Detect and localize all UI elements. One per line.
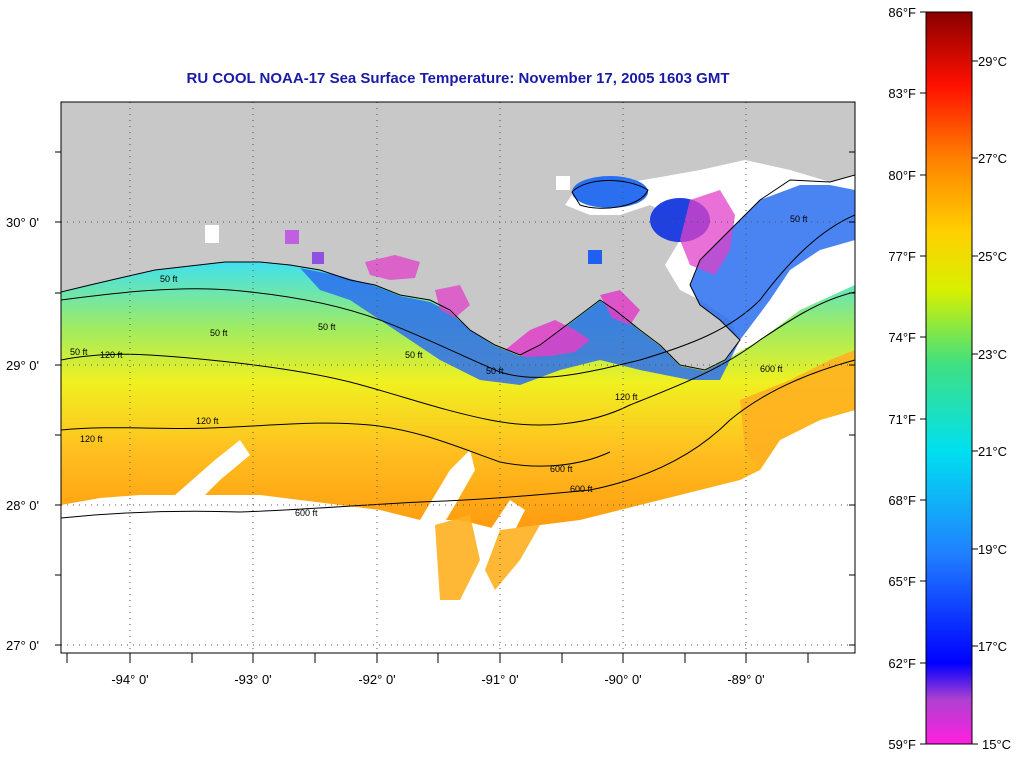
colorbar-c-label: 15°C [982,737,1011,752]
lat-label: 28° 0' [6,498,39,513]
missing-data-streak [175,440,250,500]
colorbar-f-label: 71°F [888,412,916,427]
colorbar-c-label: 17°C [978,639,1007,654]
lake-pixel-2 [312,252,324,264]
lake-pixel [285,230,299,244]
colorbar-c-label: 21°C [978,444,1007,459]
colorbar-f-label: 74°F [888,330,916,345]
colorbar-f-label: 80°F [888,168,916,183]
contour-label: 600 ft [570,484,593,494]
colorbar [925,11,973,745]
colorbar-c-label: 29°C [978,54,1007,69]
lat-label: 29° 0' [6,358,39,373]
colorbar-c-label: 19°C [978,542,1007,557]
cold-marsh-area-5 [435,285,470,318]
data-layer [61,102,855,600]
map-title: RU COOL NOAA-17 Sea Surface Temperature:… [186,70,730,87]
warm-plume-3 [740,350,855,470]
contour-label: 120 ft [100,350,123,360]
x-axis-ticks [66,653,809,663]
cold-marsh-area [505,320,590,357]
lon-label: -94° 0' [111,672,148,687]
colorbar-f-label: 65°F [888,574,916,589]
contour-label: 600 ft [550,464,573,474]
plot-frame [60,101,856,654]
contour-label: 50 ft [70,347,88,357]
coastline [61,174,855,371]
contour-label: 50 ft [160,274,178,284]
colorbar-f-label: 68°F [888,493,916,508]
gridlines [61,102,855,653]
colorbar-f-label: 62°F [888,656,916,671]
contour-600ft-2 [61,422,611,467]
lon-label: -90° 0' [604,672,641,687]
y-axis-ticks [55,151,61,646]
contour-label: 600 ft [295,508,318,518]
contour-50ft [61,214,855,378]
cold-marsh-area-4 [365,255,420,280]
bay-outline [571,180,649,209]
contour-label: 50 ft [486,366,504,376]
lon-label: -91° 0' [481,672,518,687]
colorbar-c-ticks [972,60,978,745]
colorbar-c-label: 25°C [978,249,1007,264]
contour-label: 120 ft [196,416,219,426]
colorbar-c-label: 27°C [978,151,1007,166]
contour-600ft [61,359,855,519]
contour-label: 50 ft [405,350,423,360]
colorbar-f-label: 77°F [888,249,916,264]
lon-label: -93° 0' [234,672,271,687]
lon-label: -92° 0' [358,672,395,687]
warm-plume [435,515,480,600]
colorbar-f-label: 86°F [888,5,916,20]
right-ticks [849,151,855,646]
warm-sea-band [61,262,855,530]
contour-label: 120 ft [80,434,103,444]
colorbar-f-ticks [920,11,926,745]
lon-label: -89° 0' [727,672,764,687]
land-mass [61,102,855,370]
cloud-pixel [556,176,570,190]
bay-water [572,176,648,208]
bathymetry-contours [61,214,855,519]
colorbar-c-label: 23°C [978,347,1007,362]
contour-label: 50 ft [210,328,228,338]
contour-label: 50 ft [790,214,808,224]
lake-pixel-3 [588,250,602,264]
cold-marsh-area-3 [680,190,735,275]
lat-label: 27° 0' [6,638,39,653]
warm-plume-2 [485,525,540,590]
cool-nearshore-water [300,185,855,385]
colorbar-f-label: 59°F [888,737,916,752]
lat-label: 30° 0' [6,215,39,230]
contour-label: 50 ft [318,322,336,332]
contour-label: 120 ft [615,392,638,402]
contour-120ft [61,291,855,426]
contour-label: 600 ft [760,364,783,374]
missing-data-streak-2 [420,450,475,530]
missing-data-streak-3 [490,500,525,540]
cloud-pixel-2 [205,225,219,243]
cold-marsh-area-2 [600,290,640,325]
colorbar-f-label: 83°F [888,86,916,101]
